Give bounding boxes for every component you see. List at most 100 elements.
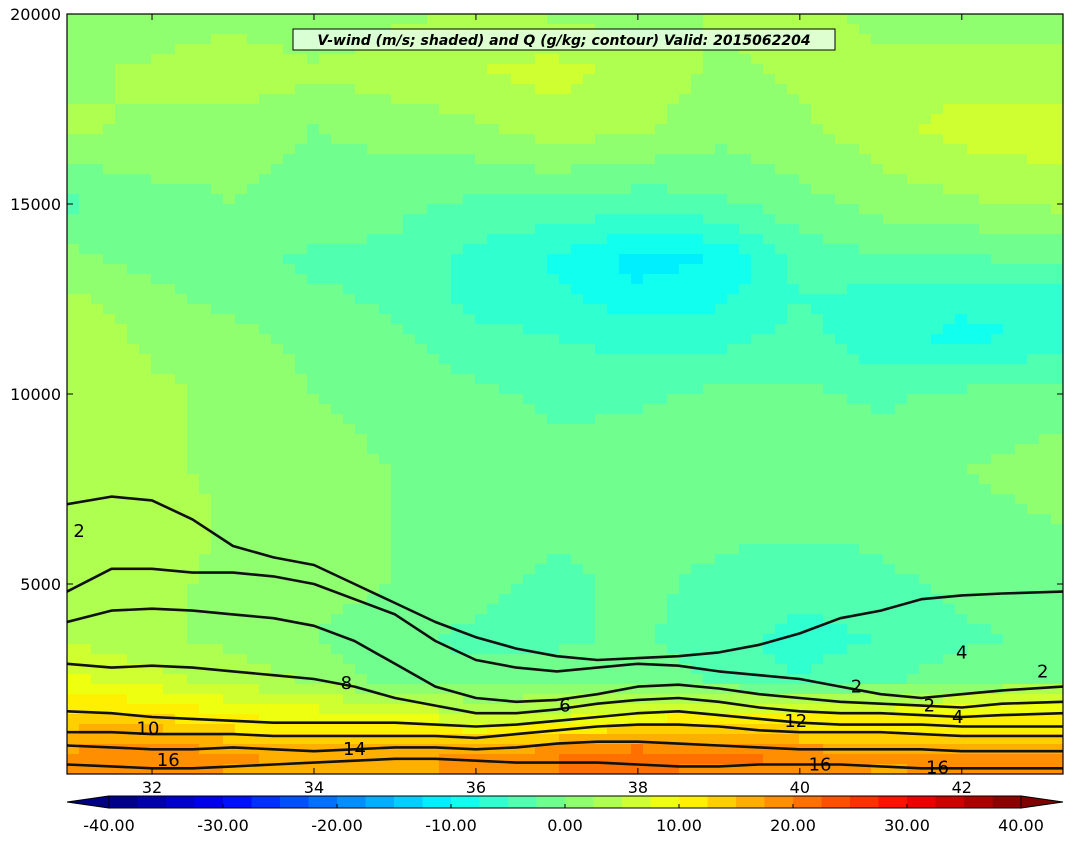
- heat-cell: [907, 274, 920, 285]
- heat-cell: [499, 64, 512, 75]
- heat-cell: [127, 344, 140, 355]
- heat-cell: [679, 604, 692, 615]
- heat-cell: [499, 494, 512, 505]
- heat-cell: [415, 494, 428, 505]
- heat-cell: [67, 364, 80, 375]
- heat-cell: [499, 544, 512, 555]
- heat-cell: [667, 74, 680, 85]
- heat-cell: [931, 524, 944, 535]
- heat-cell: [691, 244, 704, 255]
- heat-cell: [67, 134, 80, 145]
- heat-cell: [223, 424, 236, 435]
- heat-cell: [307, 234, 320, 245]
- heat-cell: [307, 464, 320, 475]
- heat-cell: [223, 614, 236, 625]
- heat-cell: [499, 464, 512, 475]
- heat-cell: [1051, 544, 1063, 555]
- heat-cell: [259, 264, 272, 275]
- heat-cell: [979, 174, 992, 185]
- heat-cell: [835, 64, 848, 75]
- heat-cell: [967, 274, 980, 285]
- heat-cell: [835, 214, 848, 225]
- heat-cell: [595, 84, 608, 95]
- heat-cell: [247, 114, 260, 125]
- heat-cell: [67, 294, 80, 305]
- heat-cell: [235, 194, 248, 205]
- heat-cell: [919, 364, 932, 375]
- heat-cell: [127, 224, 140, 235]
- heat-cell: [823, 424, 836, 435]
- heat-cell: [595, 524, 608, 535]
- heat-cell: [523, 604, 536, 615]
- heat-cell: [883, 244, 896, 255]
- heat-cell: [271, 184, 284, 195]
- heat-cell: [247, 164, 260, 175]
- heat-cell: [91, 524, 104, 535]
- heat-cell: [595, 74, 608, 85]
- heat-cell: [463, 14, 476, 25]
- heat-cell: [595, 294, 608, 305]
- heat-cell: [91, 294, 104, 305]
- heat-cell: [955, 484, 968, 495]
- heat-cell: [991, 424, 1004, 435]
- heat-cell: [199, 434, 212, 445]
- heat-cell: [943, 244, 956, 255]
- heat-cell: [211, 44, 224, 55]
- heat-cell: [823, 494, 836, 505]
- heat-cell: [727, 374, 740, 385]
- heat-cell: [127, 544, 140, 555]
- heat-cell: [223, 164, 236, 175]
- heat-cell: [715, 234, 728, 245]
- heat-cell: [511, 94, 524, 105]
- heat-cell: [643, 274, 656, 285]
- heat-cell: [871, 84, 884, 95]
- heat-cell: [751, 264, 764, 275]
- heat-cell: [643, 134, 656, 145]
- heat-cell: [979, 294, 992, 305]
- heat-cell: [943, 544, 956, 555]
- heat-cell: [571, 114, 584, 125]
- heat-cell: [703, 84, 716, 95]
- heat-cell: [727, 454, 740, 465]
- heat-cell: [79, 384, 92, 395]
- heat-cell: [451, 594, 464, 605]
- heat-cell: [991, 434, 1004, 445]
- heat-cell: [883, 154, 896, 165]
- heat-cell: [187, 74, 200, 85]
- heat-cell: [607, 224, 620, 235]
- heat-cell: [775, 584, 788, 595]
- heat-cell: [583, 384, 596, 395]
- heat-cell: [667, 264, 680, 275]
- heat-cell: [127, 594, 140, 605]
- heat-cell: [259, 614, 272, 625]
- heat-cell: [571, 444, 584, 455]
- heat-cell: [751, 54, 764, 65]
- heat-cell: [139, 434, 152, 445]
- heat-cell: [199, 384, 212, 395]
- heat-cell: [355, 394, 368, 405]
- heat-cell: [475, 414, 488, 425]
- heat-cell: [823, 434, 836, 445]
- heat-cell: [163, 434, 176, 445]
- heat-cell: [631, 564, 644, 575]
- heat-cell: [943, 24, 956, 35]
- heat-cell: [379, 554, 392, 565]
- heat-cell: [631, 264, 644, 275]
- heat-cell: [523, 194, 536, 205]
- heat-cell: [355, 504, 368, 515]
- heat-cell: [271, 304, 284, 315]
- heat-cell: [907, 324, 920, 335]
- heat-cell: [535, 414, 548, 425]
- heat-cell: [115, 484, 128, 495]
- heat-cell: [151, 54, 164, 65]
- heat-cell: [247, 574, 260, 585]
- heat-cell: [595, 484, 608, 495]
- heat-cell: [859, 454, 872, 465]
- heat-cell: [511, 514, 524, 525]
- heat-cell: [571, 424, 584, 435]
- heat-cell: [559, 194, 572, 205]
- heat-cell: [811, 254, 824, 265]
- heat-cell: [319, 544, 332, 555]
- heat-cell: [127, 554, 140, 565]
- heat-cell: [523, 414, 536, 425]
